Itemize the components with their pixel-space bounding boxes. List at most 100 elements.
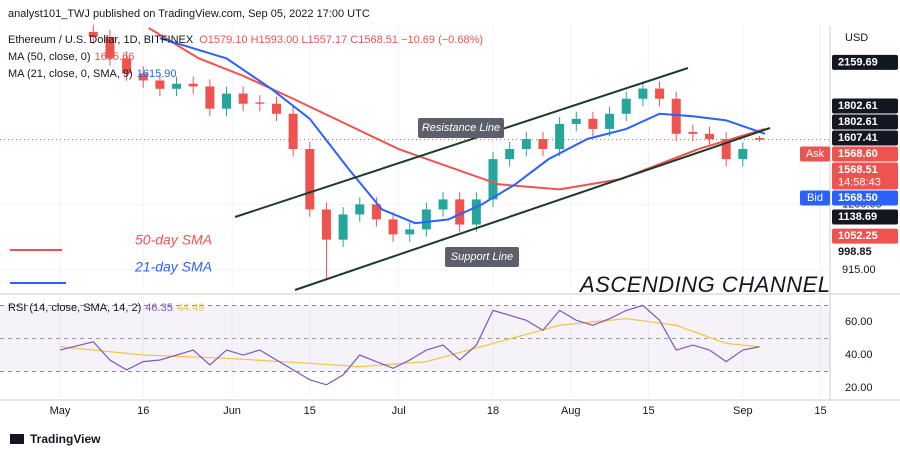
candle-body [655,88,665,99]
price-tag-label: 1802.61 [838,116,878,128]
legend-ma: MA (21, close, 0, SMA, 9) 1615.90 [8,68,176,80]
y-tick-label: 60.00 [845,316,873,328]
price-tag-name: Bid [807,192,823,204]
candle-body [455,199,465,225]
price-tag-box [832,130,898,146]
annotation-box [418,118,504,138]
y-tick-label: 40.00 [845,349,873,361]
legend-ohlc: O1579.10 H1593.00 L1557.17 C1568.51 −10.… [199,34,483,46]
price-tag: 1568.50 Bid [800,190,898,206]
price-tag-countdown: 14:58:43 [838,176,881,188]
candle-body [471,199,481,225]
legend-ma-name: MA (50, close, 0) [8,51,91,63]
candle-body [421,209,431,230]
x-tick-label: May [50,405,71,417]
candle-body [205,86,215,109]
candle-body [222,93,232,109]
candle-body [155,80,165,89]
candle-body [705,133,715,139]
rsi-pane [0,296,830,398]
annotation-box [445,247,519,267]
price-tag-box [832,98,898,114]
candle-body [671,98,681,134]
candle-body [754,138,764,140]
x-tick-label: 18 [487,405,499,417]
legend-symbol-name: Ethereum / U.S. Dollar, 1D, BITFINEX [8,34,194,46]
candle-body [238,93,248,104]
legend-ma-name: MA (21, close, 0, SMA, 9) [8,68,133,80]
candle-body [138,73,148,81]
price-tag: 1138.69 [832,209,898,225]
candle-body [488,159,498,200]
legend-ma: MA (50, close, 0) 1655.66 [8,51,134,63]
price-tag-name-box [800,146,830,162]
x-tick-label: Aug [561,405,581,417]
channel-lower [294,127,771,291]
candle-body [721,138,731,160]
candle-body [555,123,565,150]
candle-body [621,98,631,114]
main-pane [0,24,830,290]
legend-rsi-value: 44.49 [177,302,205,314]
candle-body [605,113,615,129]
candle-body [172,83,182,89]
candle-body [255,102,265,104]
candle-body [405,229,415,235]
rsi-line [59,304,760,386]
candle-body [305,149,315,210]
x-tick-label: Sep [733,405,753,417]
x-tick-label: 16 [137,405,149,417]
x-tick-label: Jul [392,405,406,417]
price-tag: 1607.41 [832,130,898,146]
annotation: 50-day SMA [135,232,212,248]
annotation: ASCENDING CHANNEL [578,272,831,297]
candle-body [355,204,365,215]
candle-body [638,88,648,99]
price-tag: 1052.25 [832,228,898,244]
price-tag-box [832,146,898,162]
candle-body [505,149,515,160]
candle-body [321,209,331,240]
price-tag: 1802.61 [832,114,898,130]
price-tag-box [832,190,898,206]
footer-logo: TradingView [10,432,101,446]
price-tag-label: 1052.25 [838,230,878,242]
candle-body [88,31,98,37]
candle-body [571,118,581,124]
published-line: analyst101_TWJ published on TradingView.… [8,8,370,20]
price-tag-box [832,162,898,190]
price-tag: 2159.69 [832,54,898,70]
axis-unit: USD [845,32,868,44]
candle-body [338,214,348,240]
candle-body [371,204,381,220]
candle-body [288,113,298,150]
candle-body [188,83,198,87]
legend-rsi-name: RSI (14, close, SMA, 14, 2) [8,302,141,314]
x-tick-label: Jun [223,405,241,417]
ma-line [148,27,766,191]
y-tick-label: 20.00 [845,382,873,394]
price-tag-box [832,228,898,244]
logo-mark [10,434,24,444]
price-tag-label: 1138.69 [838,211,877,223]
candle-body [388,219,398,235]
price-tag-label: 998.85 [838,246,872,258]
price-tag: 1802.61 [832,98,898,114]
candle-body [438,199,448,210]
price-tag-box [832,244,898,260]
price-tag-label: 1607.41 [838,132,878,144]
price-tag: 998.85 [832,244,898,260]
price-tag: 1568.60 Ask [800,146,898,162]
price-tag-name-box [800,190,830,206]
rsi-line [59,318,760,368]
price-tag-name: Ask [806,148,825,160]
candle-body [688,131,698,134]
price-tag-box [832,54,898,70]
candle-body [105,36,115,59]
candle-body [521,138,531,150]
candle-body [538,138,548,150]
annotation: Resistance Line [422,122,500,134]
